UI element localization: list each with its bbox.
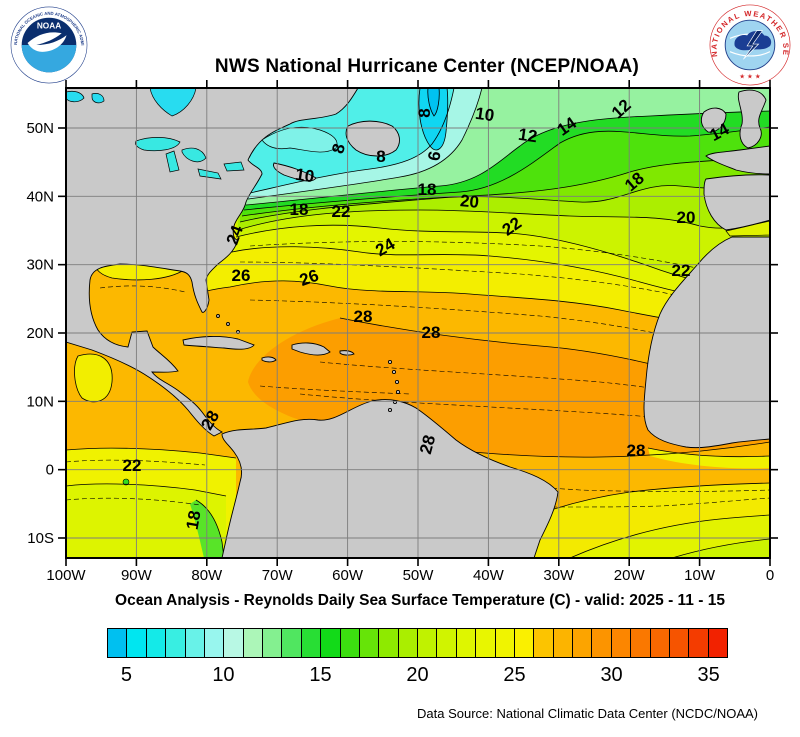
contour-label: 18 <box>290 200 309 219</box>
newfoundland <box>345 120 400 157</box>
axis-ticks <box>58 80 778 566</box>
lakes <box>66 88 770 237</box>
lake-huron <box>181 147 207 163</box>
lat-label: 0 <box>46 462 54 479</box>
grid-lines <box>65 88 771 558</box>
noaa-seagull-icon <box>27 32 67 52</box>
axis-labels: 100W 90W 80W 70W 60W 50W 40W 30W 20W 10W 0 50N 40N 30… <box>26 120 774 584</box>
page-title: NWS National Hurricane Center (NCEP/NOAA… <box>214 56 640 77</box>
iberia <box>703 174 770 231</box>
nws-lightning-icon <box>743 30 764 60</box>
lake-superior <box>135 137 181 152</box>
contour-label: 28 <box>627 441 646 460</box>
contour-label: 20 <box>677 208 696 227</box>
contour-label: 28 <box>354 307 373 326</box>
contour-label: 22 <box>332 202 351 221</box>
lon-label: 70W <box>262 567 294 584</box>
nws-logo: NATIONAL WEATHER SERVICE ★ ★ ★ <box>709 4 791 86</box>
lon-label: 60W <box>332 567 364 584</box>
contour-label: 26 <box>232 266 251 285</box>
contour-label: 18 <box>183 509 205 531</box>
lake-ontario <box>223 161 245 172</box>
lon-label: 80W <box>191 567 223 584</box>
lat-label: 40N <box>26 188 54 205</box>
noaa-center-text: NOAA <box>37 21 61 30</box>
contour-label: 18 <box>418 180 437 199</box>
land-masses <box>66 88 770 558</box>
france <box>705 145 770 175</box>
puerto-rico <box>339 350 355 356</box>
noaa-logo: NATIONAL OCEANIC AND ATMOSPHERIC ADMINIS… <box>10 6 88 84</box>
lat-label: 20N <box>26 325 54 342</box>
lon-label: 20W <box>614 567 646 584</box>
mediterranean <box>725 220 770 237</box>
lon-label: 0 <box>766 567 774 584</box>
cuba <box>182 336 255 350</box>
contour-label: 8 <box>376 147 385 166</box>
lat-label: 30N <box>26 257 54 274</box>
contour-label: 22 <box>672 261 691 280</box>
lon-label: 10W <box>684 567 716 584</box>
contour-label: 10 <box>474 104 495 125</box>
lon-label: 30W <box>543 567 575 584</box>
contour-label: 28 <box>416 433 439 456</box>
north-america <box>66 88 359 437</box>
contour-label: 20 <box>459 191 480 212</box>
contour-label: 8 <box>415 108 434 117</box>
lat-label: 10N <box>26 393 54 410</box>
great-britain <box>737 89 767 149</box>
contour-label: 28 <box>422 323 441 342</box>
lat-label: 50N <box>26 120 54 137</box>
contour-label: 12 <box>517 125 538 146</box>
lat-label: 10S <box>27 530 54 547</box>
lon-label: 100W <box>46 567 86 584</box>
lake-michigan <box>165 150 180 173</box>
contour-label: 10 <box>294 165 315 186</box>
map-caption: Ocean Analysis - Reynolds Daily Sea Surf… <box>115 592 725 609</box>
hudson-bay <box>149 88 197 117</box>
data-source-text: Data Source: National Climatic Data Cent… <box>417 706 758 721</box>
lon-label: 90W <box>121 567 153 584</box>
gulf-st-lawrence <box>261 126 338 153</box>
lon-label: 40W <box>473 567 505 584</box>
lake-erie <box>197 168 222 180</box>
jamaica <box>261 356 277 363</box>
nws-stars: ★ ★ ★ <box>739 72 761 80</box>
lon-label: 50W <box>403 567 435 584</box>
contour-label: 22 <box>123 456 142 475</box>
ireland <box>700 107 727 133</box>
south-america <box>221 399 559 558</box>
hispaniola <box>291 342 331 356</box>
noaa-emblem-sea <box>21 45 77 73</box>
contour-label: 6 <box>424 150 444 163</box>
nova-scotia <box>273 162 317 182</box>
